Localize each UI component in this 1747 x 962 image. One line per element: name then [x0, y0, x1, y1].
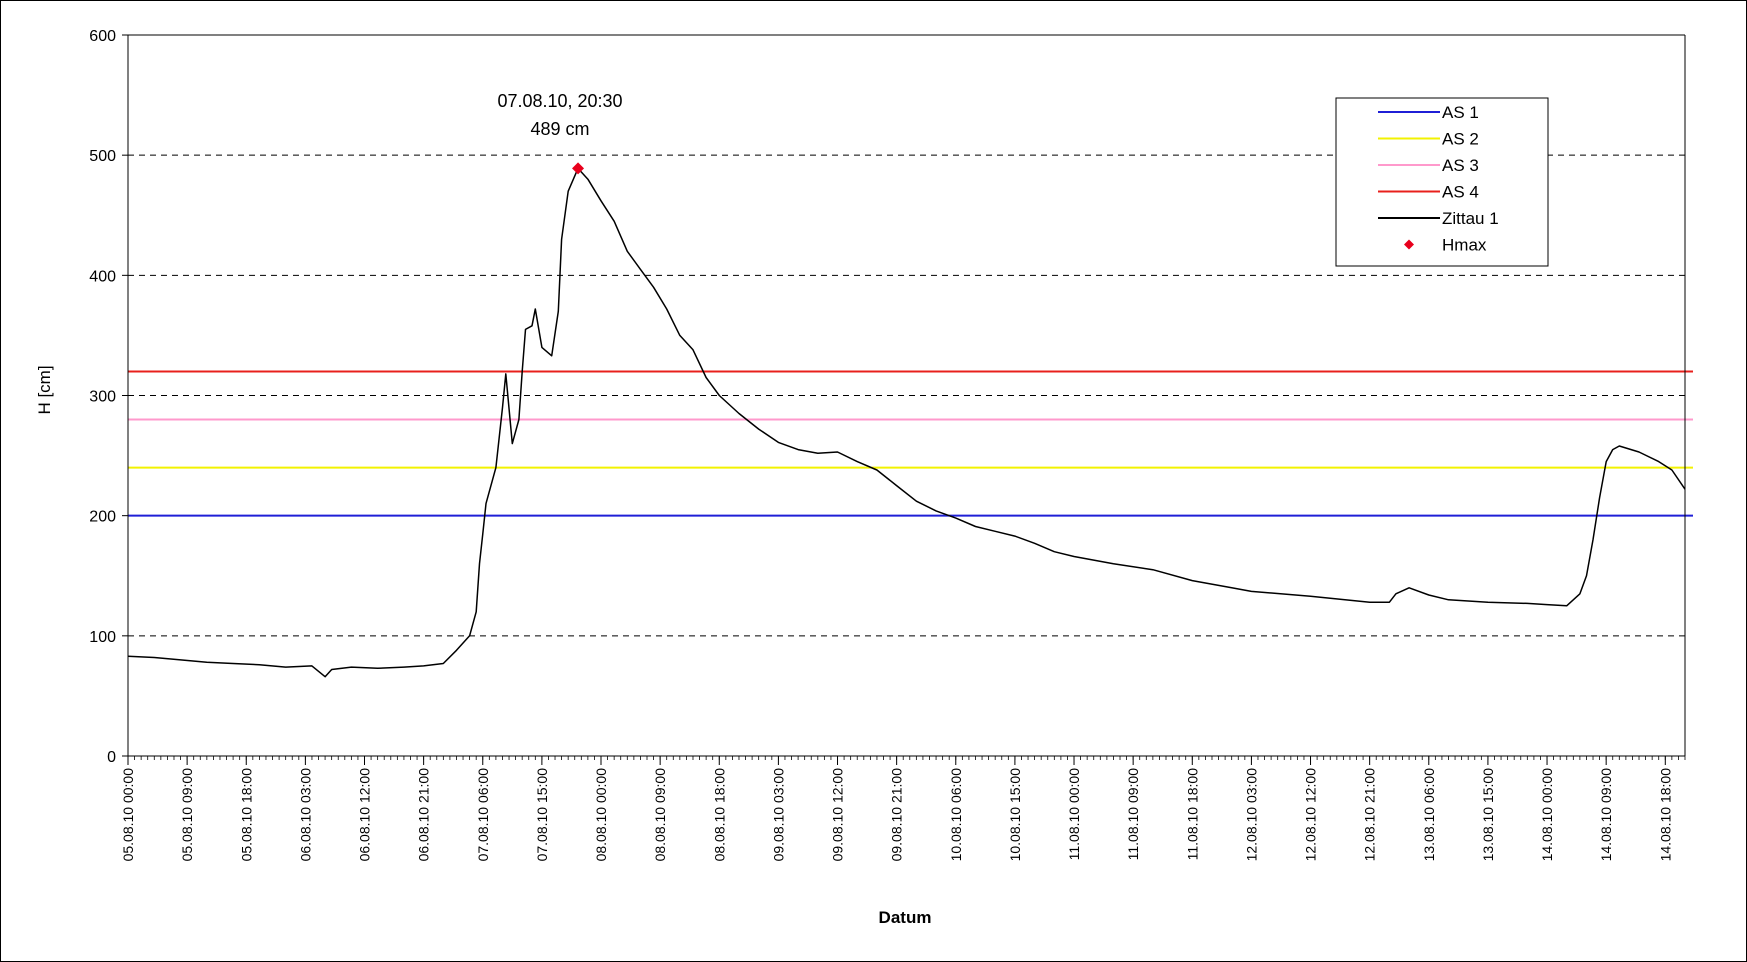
- y-tick-label: 600: [89, 28, 116, 45]
- legend-label: AS 3: [1442, 156, 1479, 175]
- x-tick-label: 10.08.10 15:00: [1007, 768, 1023, 862]
- x-tick-label: 09.08.10 03:00: [770, 768, 786, 862]
- x-tick-label: 10.08.10 06:00: [948, 768, 964, 862]
- legend-label: AS 1: [1442, 103, 1479, 122]
- x-tick-label: 08.08.10 18:00: [711, 768, 727, 862]
- x-tick-label: 13.08.10 15:00: [1480, 768, 1496, 862]
- x-tick-label: 06.08.10 03:00: [297, 768, 313, 862]
- y-tick-label: 500: [89, 148, 116, 165]
- hmax-annotation-date: 07.08.10, 20:30: [497, 91, 622, 111]
- y-axis-title: H [cm]: [35, 365, 54, 414]
- hmax-annotation-value: 489 cm: [530, 119, 589, 139]
- x-tick-label: 11.08.10 18:00: [1184, 768, 1200, 861]
- y-tick-label: 200: [89, 509, 116, 526]
- y-tick-label: 400: [89, 268, 116, 285]
- x-tick-label: 07.08.10 15:00: [534, 768, 550, 862]
- x-tick-label: 08.08.10 00:00: [593, 768, 609, 862]
- x-tick-label: 11.08.10 00:00: [1066, 768, 1082, 861]
- legend: AS 1 AS 2 AS 3 AS 4 Zittau 1 Hmax: [1336, 98, 1548, 266]
- x-axis-title: Datum: [879, 908, 932, 927]
- x-tick-label: 14.08.10 00:00: [1539, 768, 1555, 862]
- x-tick-label: 11.08.10 09:00: [1125, 768, 1141, 861]
- x-tick-label: 12.08.10 03:00: [1243, 768, 1259, 862]
- x-tick-label: 06.08.10 12:00: [357, 768, 373, 862]
- x-tick-label: 13.08.10 06:00: [1421, 768, 1437, 862]
- y-tick-label: 300: [89, 389, 116, 406]
- x-tick-label: 14.08.10 09:00: [1598, 768, 1614, 862]
- x-tick-label: 05.08.10 18:00: [238, 768, 254, 862]
- legend-label: AS 4: [1442, 183, 1479, 202]
- legend-label: Zittau 1: [1442, 209, 1499, 228]
- x-tick-label: 09.08.10 12:00: [830, 768, 846, 862]
- x-tick-label: 05.08.10 09:00: [179, 768, 195, 862]
- x-tick-label: 08.08.10 09:00: [652, 768, 668, 862]
- x-tick-label: 09.08.10 21:00: [889, 768, 905, 862]
- y-tick-label: 100: [89, 629, 116, 646]
- legend-label: AS 2: [1442, 130, 1479, 149]
- legend-label: Hmax: [1442, 236, 1487, 255]
- x-tick-label: 12.08.10 21:00: [1362, 768, 1378, 862]
- x-tick-label: 05.08.10 00:00: [120, 768, 136, 862]
- x-tick-label: 07.08.10 06:00: [475, 768, 491, 862]
- x-tick-label: 12.08.10 12:00: [1303, 768, 1319, 862]
- x-tick-label: 06.08.10 21:00: [416, 768, 432, 862]
- y-tick-label: 0: [107, 749, 116, 766]
- x-tick-label: 14.08.10 18:00: [1657, 768, 1673, 862]
